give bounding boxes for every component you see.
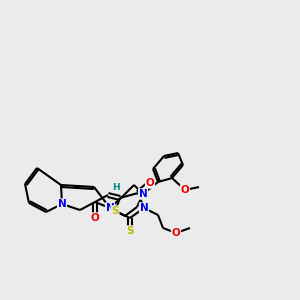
Text: N: N bbox=[139, 189, 147, 199]
Text: O: O bbox=[172, 228, 180, 238]
Text: S: S bbox=[126, 226, 134, 236]
Text: H: H bbox=[112, 184, 120, 193]
Text: N: N bbox=[140, 203, 148, 213]
Text: S: S bbox=[111, 206, 119, 216]
Text: O: O bbox=[146, 178, 154, 188]
Text: O: O bbox=[91, 213, 99, 223]
Text: N: N bbox=[58, 199, 66, 209]
Text: O: O bbox=[181, 185, 189, 195]
Text: N: N bbox=[106, 203, 114, 213]
